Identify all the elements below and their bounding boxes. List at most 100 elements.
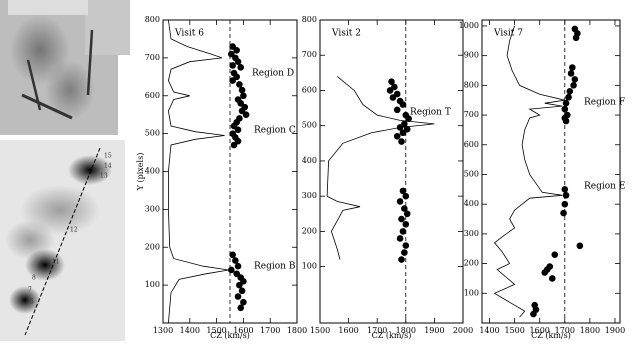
- y-tick-label: 600: [145, 91, 160, 100]
- velocity-profile: [493, 25, 565, 318]
- x-tick-label: 2000: [453, 326, 473, 335]
- x-tick-label: 1800: [580, 326, 600, 335]
- x-tick-label: 1400: [479, 326, 499, 335]
- x-tick-label: 1900: [424, 326, 444, 335]
- data-point: [572, 34, 580, 42]
- velocity-profile: [167, 19, 229, 324]
- x-tick-label: 1600: [233, 326, 253, 335]
- data-point: [396, 124, 404, 131]
- x-tick-label: 1800: [287, 326, 307, 335]
- y-tick-label: 400: [145, 167, 160, 176]
- data-point: [393, 106, 401, 114]
- data-point: [402, 221, 410, 228]
- image-label: 9: [38, 263, 42, 270]
- y-tick-label: 400: [302, 156, 317, 165]
- halpha-image: [0, 140, 125, 341]
- hst-image: [0, 0, 130, 135]
- y-tick-label: 100: [302, 262, 317, 271]
- x-tick-label: 1600: [530, 326, 550, 335]
- data-point: [233, 47, 240, 54]
- data-point: [560, 209, 567, 217]
- data-point: [229, 251, 236, 259]
- data-point: [398, 215, 405, 223]
- image-label: 14: [104, 163, 112, 170]
- data-point: [229, 62, 236, 69]
- x-tick-label: 1400: [180, 326, 200, 335]
- data-point: [562, 99, 570, 107]
- data-point: [561, 186, 569, 193]
- y-tick-label: 800: [145, 15, 160, 24]
- image-label: 15: [104, 153, 112, 160]
- data-point: [240, 92, 247, 100]
- x-tick-label: 1800: [396, 326, 416, 335]
- data-point: [396, 235, 404, 242]
- data-point: [402, 192, 410, 200]
- y-tick-label: 500: [145, 129, 160, 138]
- y-tick-label: 600: [302, 85, 317, 94]
- data-point: [237, 64, 245, 71]
- data-point: [569, 64, 576, 71]
- x-tick-label: 1500: [206, 326, 226, 335]
- data-point: [402, 242, 410, 249]
- x-tick-label: 1300: [153, 326, 173, 335]
- y-tick-label: 200: [464, 259, 479, 268]
- x-axis-label: CZ (km/s): [531, 331, 571, 340]
- plot-frame: [319, 19, 464, 324]
- data-point: [399, 129, 407, 137]
- y-tick-label: 800: [302, 15, 317, 24]
- y-tick-label: 900: [464, 51, 479, 60]
- image-label: 7: [28, 287, 32, 294]
- data-point: [238, 287, 246, 295]
- data-point: [386, 87, 394, 94]
- data-point: [236, 281, 243, 289]
- y-tick-label: 300: [145, 204, 160, 213]
- y-tick-label: 200: [145, 242, 160, 251]
- y-tick-label: 300: [302, 191, 317, 200]
- data-point: [396, 198, 404, 205]
- region-label: Region D: [252, 69, 294, 79]
- x-axis-label: CZ (km/s): [210, 331, 250, 340]
- region-label: Region B: [254, 262, 296, 272]
- region-label: Region E: [584, 182, 625, 192]
- image-labels: 15 14 13 12 11 987 5: [28, 153, 112, 306]
- data-point: [571, 76, 579, 83]
- data-point: [234, 262, 242, 270]
- data-point: [238, 86, 246, 94]
- y-tick-label: 700: [302, 50, 317, 59]
- data-point: [234, 293, 242, 300]
- data-point: [401, 249, 408, 256]
- data-point: [566, 87, 574, 95]
- image-label: 11: [52, 259, 60, 266]
- data-point: [570, 82, 577, 89]
- y-tick-label: 200: [302, 226, 317, 235]
- data-point: [576, 242, 584, 250]
- y-tick-label: 700: [464, 110, 479, 119]
- plot-frame: [481, 19, 621, 324]
- y-tick-label: 500: [302, 121, 317, 130]
- data-point: [242, 111, 250, 118]
- y-tick-label: 800: [464, 80, 479, 89]
- data-point: [567, 70, 575, 77]
- data-point: [240, 298, 247, 306]
- image-label: 13: [100, 173, 108, 180]
- x-tick-label: 1700: [260, 326, 280, 335]
- data-point: [401, 205, 408, 212]
- data-point: [548, 275, 556, 282]
- data-point: [236, 81, 243, 88]
- data-point: [530, 310, 537, 318]
- data-point: [393, 132, 401, 140]
- data-point: [398, 256, 405, 263]
- y-tick-label: 100: [145, 280, 160, 289]
- data-point: [228, 266, 235, 274]
- y-tick-label: 100: [464, 288, 479, 297]
- panel-title: Visit 2: [331, 29, 361, 39]
- image-label: 8: [32, 275, 36, 282]
- data-point: [399, 228, 407, 235]
- data-point: [237, 304, 245, 312]
- data-point: [399, 101, 407, 108]
- region-label: Region C: [254, 126, 296, 136]
- x-tick-label: 1900: [605, 326, 625, 335]
- data-point: [551, 251, 559, 258]
- data-point: [403, 210, 411, 218]
